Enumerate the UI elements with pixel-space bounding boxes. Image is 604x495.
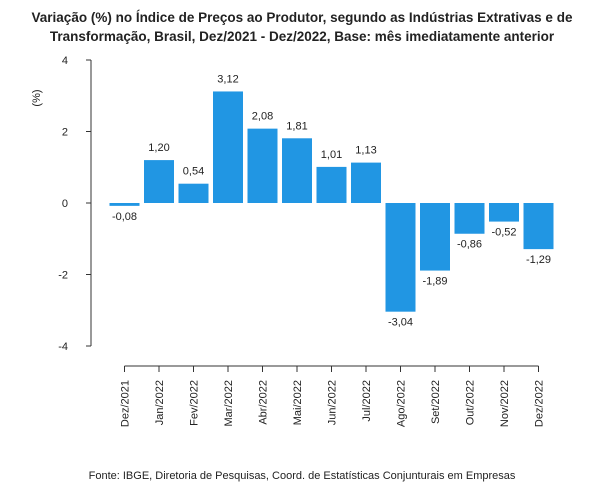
- bar: [178, 183, 209, 203]
- x-tick-label: Ago/2022: [396, 380, 408, 427]
- y-tick-label: 4: [62, 55, 68, 67]
- x-tick-label: Out/2022: [465, 380, 477, 425]
- bar: [213, 91, 243, 203]
- x-tick-label: Mai/2022: [292, 380, 304, 425]
- data-label: 1,20: [148, 142, 169, 154]
- bar: [282, 138, 312, 203]
- x-tick-label: Mar/2022: [223, 380, 235, 426]
- x-tick-label: Abr/2022: [258, 380, 270, 425]
- y-tick-label: -4: [58, 341, 68, 353]
- data-label: 1,01: [321, 149, 342, 161]
- y-axis-label: (%): [31, 89, 43, 106]
- x-tick-label: Fev/2022: [189, 380, 201, 426]
- bar: [144, 160, 174, 203]
- data-label: -1,89: [422, 276, 447, 288]
- bar: [247, 128, 278, 203]
- bar: [316, 166, 347, 203]
- x-tick-label: Set/2022: [430, 380, 442, 424]
- bar: [109, 203, 140, 206]
- bar: [523, 203, 554, 250]
- data-label: -3,04: [388, 317, 413, 329]
- data-label: 3,12: [217, 73, 238, 85]
- chart-title: Variação (%) no Índice de Preços ao Prod…: [0, 8, 604, 46]
- bar: [385, 203, 416, 312]
- x-tick-label: Dez/2022: [534, 380, 546, 427]
- bar-chart: -4 -2 0 2 4 (%) -0,08 Dez/2021 1,20 Jan/2022 0,54 F…: [31, 55, 554, 427]
- data-label: -0,86: [457, 239, 482, 251]
- data-label: -0,08: [112, 211, 137, 223]
- bar: [420, 203, 450, 271]
- bar: [489, 203, 519, 222]
- y-tick-label: 2: [62, 127, 68, 139]
- data-label: 1,13: [355, 145, 376, 157]
- y-tick-label: -2: [58, 270, 68, 282]
- data-label: -1,29: [526, 254, 551, 266]
- chart-title-line-1: Variação (%) no Índice de Preços ao Prod…: [31, 10, 573, 25]
- data-label: -0,52: [491, 227, 516, 239]
- data-label: 0,54: [183, 166, 204, 178]
- source-note: Fonte: IBGE, Diretoria de Pesquisas, Coo…: [88, 470, 516, 482]
- y-tick-label: 0: [62, 198, 68, 210]
- bar: [351, 162, 381, 203]
- x-tick-label: Jul/2022: [361, 380, 373, 422]
- data-label: 2,08: [252, 111, 273, 123]
- x-tick-label: Nov/2022: [499, 380, 511, 427]
- x-tick-label: Jun/2022: [327, 380, 339, 425]
- x-tick-label: Jan/2022: [154, 380, 166, 425]
- chart-title-line-2: Transformação, Brasil, Dez/2021 - Dez/20…: [49, 29, 555, 44]
- x-tick-label: Dez/2021: [120, 380, 132, 427]
- data-label: 1,81: [286, 120, 307, 132]
- bar: [454, 203, 485, 234]
